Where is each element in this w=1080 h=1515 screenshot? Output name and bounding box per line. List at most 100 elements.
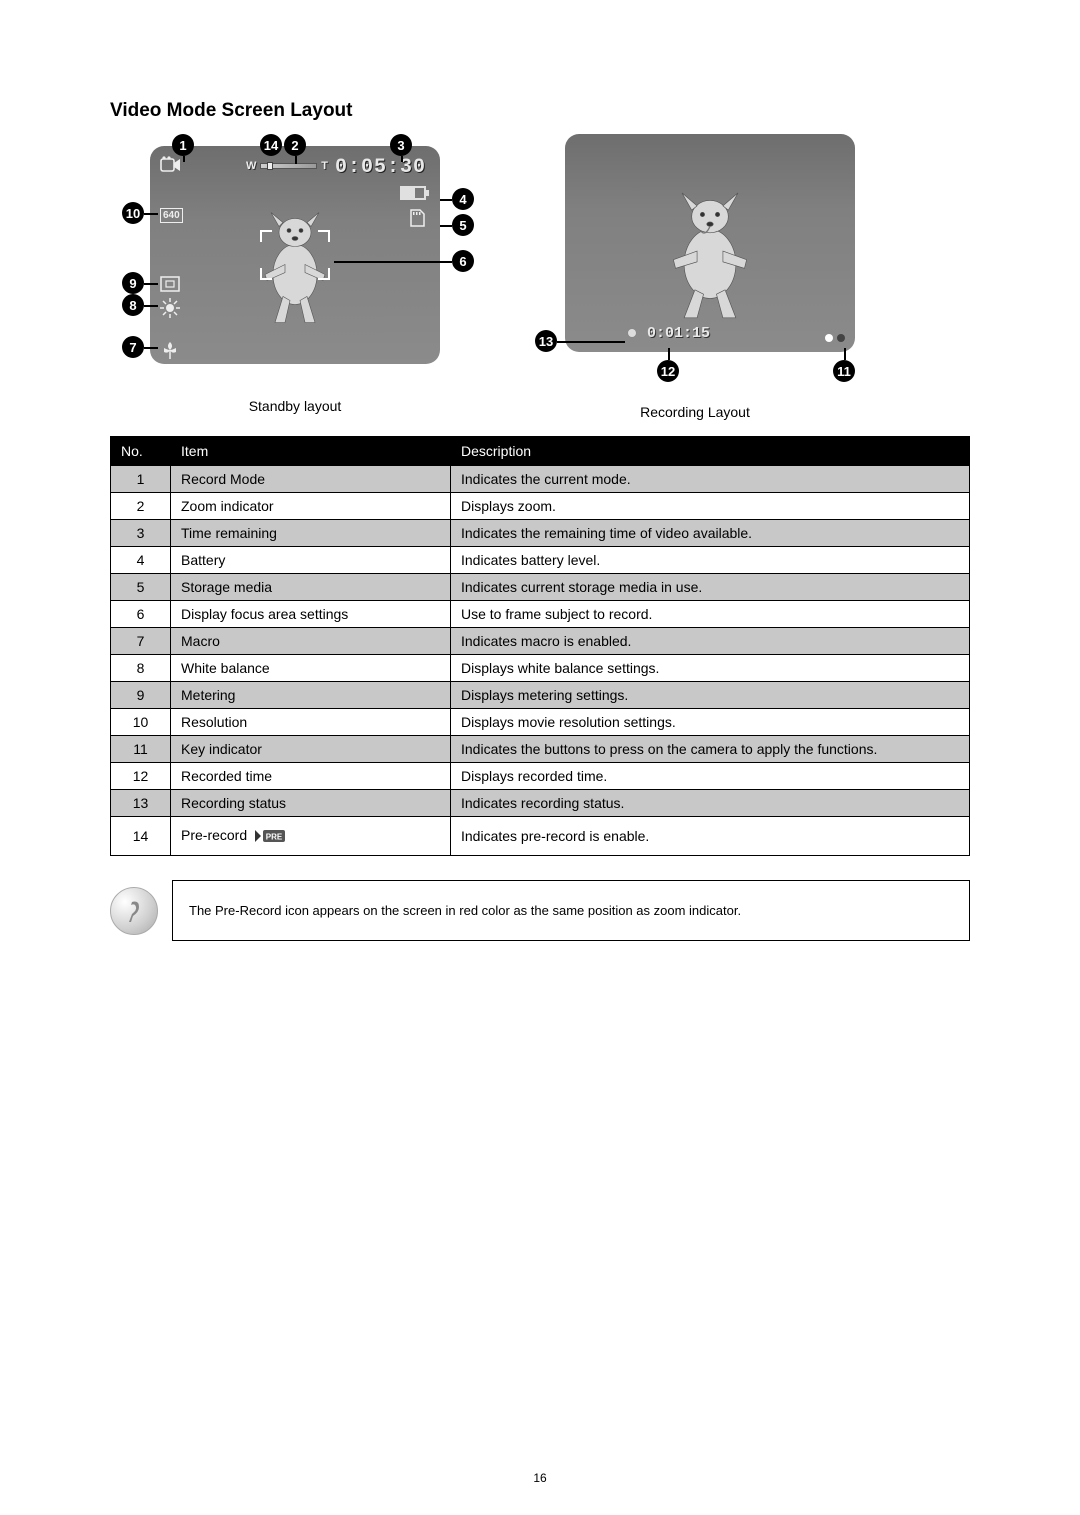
battery-icon (400, 186, 426, 200)
storage-media-icon (408, 208, 426, 233)
cell-desc: Displays recorded time. (451, 763, 970, 790)
cell-no: 3 (111, 520, 171, 547)
table-row: 1Record ModeIndicates the current mode. (111, 466, 970, 493)
cell-item: Display focus area settings (171, 601, 451, 628)
table-row: 6Display focus area settingsUse to frame… (111, 601, 970, 628)
recording-layout-column: 0:01:15 13 12 11 Recording Layout (535, 134, 855, 420)
cell-desc: Indicates the buttons to press on the ca… (451, 736, 970, 763)
cell-no: 4 (111, 547, 171, 574)
callout-4: 4 (452, 188, 474, 210)
cell-item: Pre-recordPRE (171, 817, 451, 856)
callout-6: 6 (452, 250, 474, 272)
cell-item: Storage media (171, 574, 451, 601)
cell-item: White balance (171, 655, 451, 682)
cell-desc: Indicates pre-record is enable. (451, 817, 970, 856)
record-mode-icon (160, 156, 182, 179)
svg-text:PRE: PRE (266, 833, 283, 842)
cell-no: 13 (111, 790, 171, 817)
note-row: The Pre-Record icon appears on the scree… (110, 880, 970, 941)
cell-item: Zoom indicator (171, 493, 451, 520)
page-title: Video Mode Screen Layout (110, 100, 970, 122)
cell-no: 12 (111, 763, 171, 790)
table-row: 3Time remainingIndicates the remaining t… (111, 520, 970, 547)
note-text: The Pre-Record icon appears on the scree… (189, 903, 741, 918)
table-row: 2Zoom indicatorDisplays zoom. (111, 493, 970, 520)
cell-no: 8 (111, 655, 171, 682)
cell-desc: Indicates recording status. (451, 790, 970, 817)
macro-icon (160, 340, 180, 364)
table-row: 4BatteryIndicates battery level. (111, 547, 970, 574)
cell-no: 2 (111, 493, 171, 520)
cell-desc: Indicates macro is enabled. (451, 628, 970, 655)
table-row: 10ResolutionDisplays movie resolution se… (111, 709, 970, 736)
recording-caption: Recording Layout (640, 404, 750, 420)
recording-screen: 0:01:15 13 12 11 (535, 134, 855, 382)
cell-no: 6 (111, 601, 171, 628)
cell-item: Key indicator (171, 736, 451, 763)
table-row: 5Storage mediaIndicates current storage … (111, 574, 970, 601)
table-row: 13Recording statusIndicates recording st… (111, 790, 970, 817)
cell-no: 10 (111, 709, 171, 736)
focus-area-brackets (260, 230, 330, 280)
standby-layout-column: 640 W T (110, 134, 480, 420)
cell-item: Record Mode (171, 466, 451, 493)
callout-1: 1 (172, 134, 194, 156)
cell-no: 1 (111, 466, 171, 493)
cell-item: Battery (171, 547, 451, 574)
callout-11: 11 (833, 360, 855, 382)
cell-desc: Use to frame subject to record. (451, 601, 970, 628)
cell-item: Metering (171, 682, 451, 709)
cell-no: 5 (111, 574, 171, 601)
cell-desc: Indicates battery level. (451, 547, 970, 574)
callout-9: 9 (122, 272, 144, 294)
callout-12: 12 (657, 360, 679, 382)
cell-item: Recording status (171, 790, 451, 817)
cell-no: 14 (111, 817, 171, 856)
layout-screens: 640 W T (110, 134, 970, 420)
standby-screen: 640 W T (110, 134, 480, 376)
table-row: 14Pre-recordPREIndicates pre-record is e… (111, 817, 970, 856)
col-item: Item (171, 437, 451, 466)
metering-icon (160, 276, 180, 297)
cell-desc: Indicates the current mode. (451, 466, 970, 493)
zoom-wide-label: W (246, 160, 256, 172)
cell-desc: Displays zoom. (451, 493, 970, 520)
table-row: 8White balanceDisplays white balance set… (111, 655, 970, 682)
table-row: 11Key indicatorIndicates the buttons to … (111, 736, 970, 763)
white-balance-icon (160, 298, 180, 323)
cell-desc: Displays white balance settings. (451, 655, 970, 682)
pre-record-icon: PRE (253, 827, 287, 845)
cell-desc: Displays movie resolution settings. (451, 709, 970, 736)
cell-no: 7 (111, 628, 171, 655)
resolution-icon: 640 (160, 208, 183, 223)
cell-item: Macro (171, 628, 451, 655)
standby-screen-image: 640 W T (150, 146, 440, 364)
info-icon (110, 887, 158, 935)
recording-status-dot (627, 328, 637, 338)
zoom-indicator: W T (246, 162, 328, 170)
col-no: No. (111, 437, 171, 466)
cell-item: Recorded time (171, 763, 451, 790)
time-remaining-value: 0:05:30 (335, 156, 426, 179)
recording-screen-image: 0:01:15 (565, 134, 855, 352)
callout-13: 13 (535, 330, 557, 352)
callout-7: 7 (122, 336, 144, 358)
standby-caption: Standby layout (249, 398, 342, 414)
callout-3: 3 (390, 134, 412, 156)
dog-subject (645, 180, 775, 320)
table-row: 9MeteringDisplays metering settings. (111, 682, 970, 709)
cell-no: 11 (111, 736, 171, 763)
callout-2: 2 (284, 134, 306, 156)
key-indicator-icon (825, 334, 845, 342)
cell-desc: Displays metering settings. (451, 682, 970, 709)
cell-desc: Indicates current storage media in use. (451, 574, 970, 601)
callout-14: 14 (260, 134, 282, 156)
zoom-tele-label: T (321, 160, 328, 172)
callout-10: 10 (122, 202, 144, 224)
page-number: 16 (0, 1471, 1080, 1485)
callout-8: 8 (122, 294, 144, 316)
recorded-time-value: 0:01:15 (647, 325, 710, 342)
callout-5: 5 (452, 214, 474, 236)
cell-no: 9 (111, 682, 171, 709)
col-desc: Description (451, 437, 970, 466)
